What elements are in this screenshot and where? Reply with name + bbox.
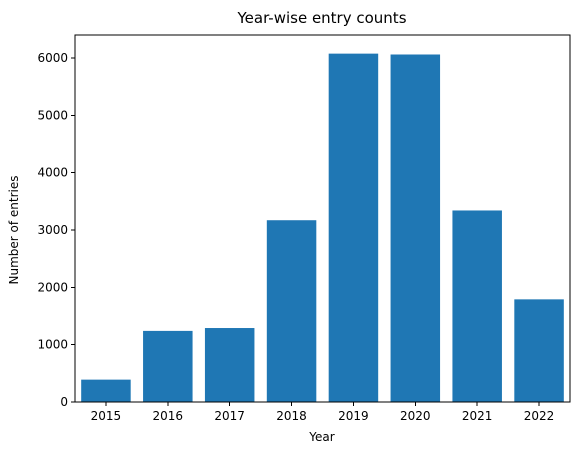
x-tick-label-2017: 2017 [214,409,245,423]
x-tick-label-2019: 2019 [338,409,369,423]
y-ticks-layer: 0 1000 2000 3000 4000 5000 6000 [37,51,75,409]
y-tick-label-5000: 5000 [37,108,68,122]
bar-2020 [391,54,441,402]
bar-2022 [514,299,564,402]
bar-2017 [205,328,255,402]
x-tick-label-2016: 2016 [153,409,184,423]
x-tick-label-2021: 2021 [462,409,493,423]
y-tick-label-6000: 6000 [37,51,68,65]
y-tick-label-1000: 1000 [37,338,68,352]
y-axis-label: Number of entries [7,176,21,285]
bar-2015 [81,380,131,402]
x-axis-label: Year [308,430,334,444]
bars-layer [81,54,564,402]
y-tick-label-3000: 3000 [37,223,68,237]
x-tick-label-2022: 2022 [524,409,555,423]
bar-2018 [267,220,317,402]
x-tick-label-2018: 2018 [276,409,307,423]
bar-2019 [329,54,379,402]
x-tick-label-2020: 2020 [400,409,431,423]
y-tick-label-2000: 2000 [37,280,68,294]
bar-2016 [143,331,193,402]
y-tick-label-4000: 4000 [37,166,68,180]
bar-2021 [452,210,502,402]
x-tick-label-2015: 2015 [91,409,122,423]
chart-title: Year-wise entry counts [236,9,406,27]
x-ticks-layer: 2015 2016 2017 2018 2019 2020 2021 2022 [91,402,555,423]
y-tick-label-0: 0 [60,395,68,409]
